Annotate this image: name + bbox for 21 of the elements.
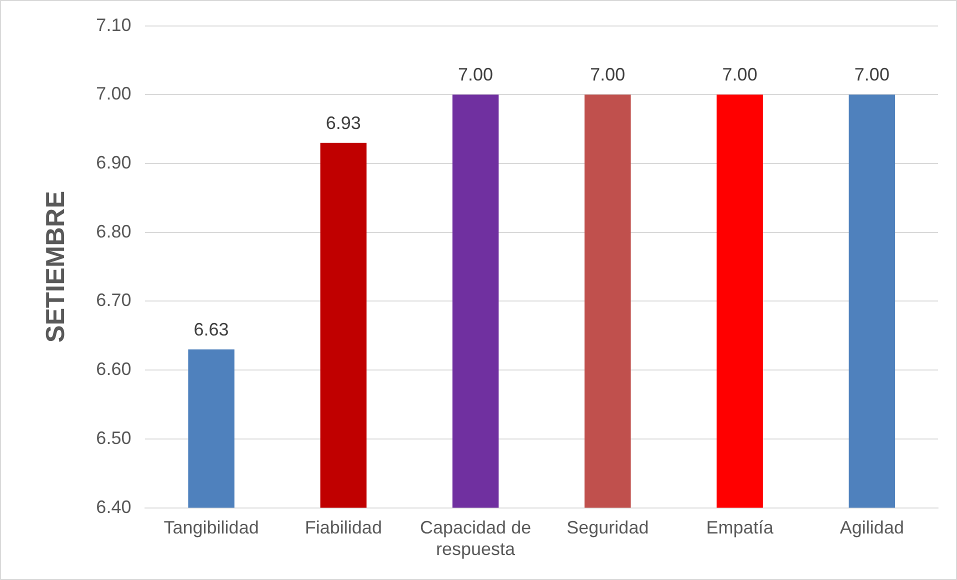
data-label: 7.00 [590,64,626,85]
data-label: 7.00 [458,64,494,85]
y-tick-label: 6.40 [96,496,132,517]
y-tick-label: 6.90 [96,152,132,172]
y-tick-label: 6.80 [96,221,132,242]
x-tick-label: Tangibilidad [164,518,259,538]
y-tick-label: 6.70 [96,290,132,310]
data-label: 7.00 [722,64,758,85]
x-tick-label: Empatía [706,518,774,538]
data-label: 7.00 [854,64,890,85]
data-label: 6.63 [194,319,229,340]
x-tick-label: Fiabilidad [304,518,382,538]
y-tick-label: 7.00 [96,84,132,104]
y-tick-label: 6.60 [96,359,132,380]
x-tick-label: Agilidad [840,518,904,538]
y-tick-label: 6.50 [96,428,132,448]
y-tick-label: 7.10 [96,14,132,35]
x-tick-label: Seguridad [566,518,649,538]
data-label: 6.93 [326,112,361,133]
y-axis-title: SETIEMBRE [40,190,70,343]
x-tick-label: Capacidad de respuesta [420,518,532,560]
